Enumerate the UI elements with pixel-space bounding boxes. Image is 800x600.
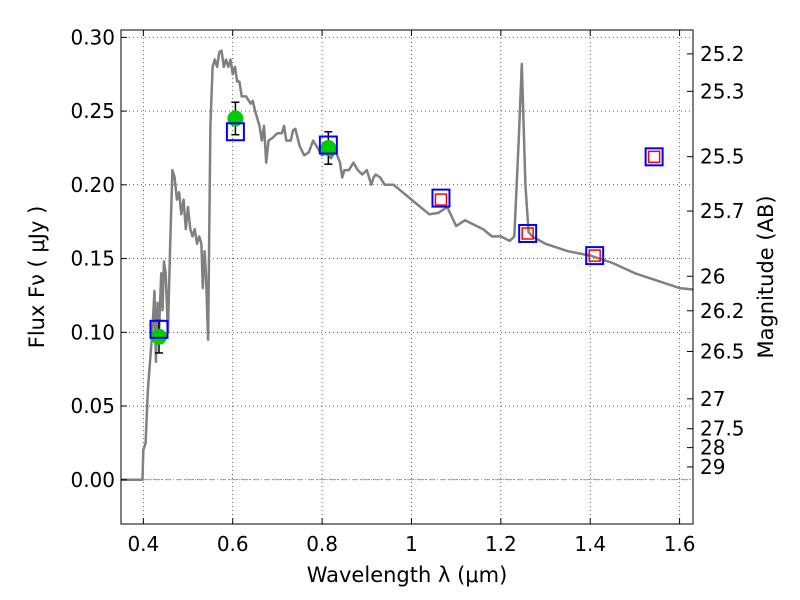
magnitude-tick-label-4: 26 (700, 264, 725, 288)
model-point-5 (585, 246, 605, 266)
upper-limit-point-0 (434, 193, 448, 206)
model-spectrum-series (121, 49, 694, 482)
observed-point-2 (320, 139, 337, 156)
x-tick-label-0: 0.4 (127, 532, 159, 556)
y-tick-label-3: 0.15 (70, 247, 115, 271)
magnitude-tick-label-10: 29 (700, 455, 725, 479)
y-tick-label-4: 0.20 (70, 173, 115, 197)
model-point-4 (518, 223, 538, 243)
upper-limit-point-1 (521, 227, 534, 240)
x-tick-label-3: 1 (405, 532, 418, 556)
y-tick-label-0: 0.00 (70, 468, 115, 492)
x-tick-label-6: 1.6 (664, 532, 696, 556)
x-axis-label: Wavelength λ (μm) (307, 563, 508, 587)
magnitude-tick-label-5: 26.2 (700, 299, 745, 323)
magnitude-tick-label-8: 27.5 (700, 417, 745, 441)
model-photometry-series (149, 122, 664, 339)
upper-limit-point-2 (588, 249, 601, 262)
model-point-0 (149, 319, 169, 339)
upper-limit-point-3 (647, 150, 661, 164)
model-point-1 (225, 122, 245, 142)
x-tick-label-2: 0.8 (306, 532, 338, 556)
x-tick-label-4: 1.2 (485, 532, 517, 556)
plot-frame (120, 29, 694, 525)
magnitude-tick-label-2: 25.5 (700, 145, 745, 169)
magnitude-tick-label-9: 28 (700, 436, 725, 460)
magnitude-tick-label-3: 25.7 (700, 199, 745, 223)
magnitude-tick-label-7: 27 (700, 387, 725, 411)
x-tick-label-1: 0.6 (217, 532, 249, 556)
x-axis-ticks: 0.4 0.6 0.8 1 1.2 1.4 1.6 (127, 30, 696, 556)
magnitude-axis-label: Magnitude (AB) (754, 195, 778, 358)
y-tick-label-6: 0.30 (70, 25, 115, 49)
y-axis-label: Flux Fν ( μJy ) (25, 206, 49, 349)
model-point-6 (644, 147, 664, 167)
model-point-3 (431, 188, 451, 208)
model-point-2 (318, 135, 338, 155)
magnitude-tick-label-0: 25.2 (700, 42, 745, 66)
y-tick-label-2: 0.10 (70, 320, 115, 344)
y-tick-label-5: 0.25 (70, 99, 115, 123)
plot-area (121, 30, 693, 524)
x-tick-label-5: 1.4 (574, 532, 606, 556)
observed-point-0 (150, 328, 167, 345)
spectrum-line (121, 49, 694, 482)
magnitude-tick-label-1: 25.3 (700, 79, 745, 103)
upper-limit-series (434, 150, 661, 262)
magnitude-tick-label-6: 26.5 (700, 339, 745, 363)
y-axis-ticks: 0.00 0.05 0.10 0.15 0.20 0.25 0.30 (70, 25, 127, 492)
y-tick-label-1: 0.05 (70, 394, 115, 418)
